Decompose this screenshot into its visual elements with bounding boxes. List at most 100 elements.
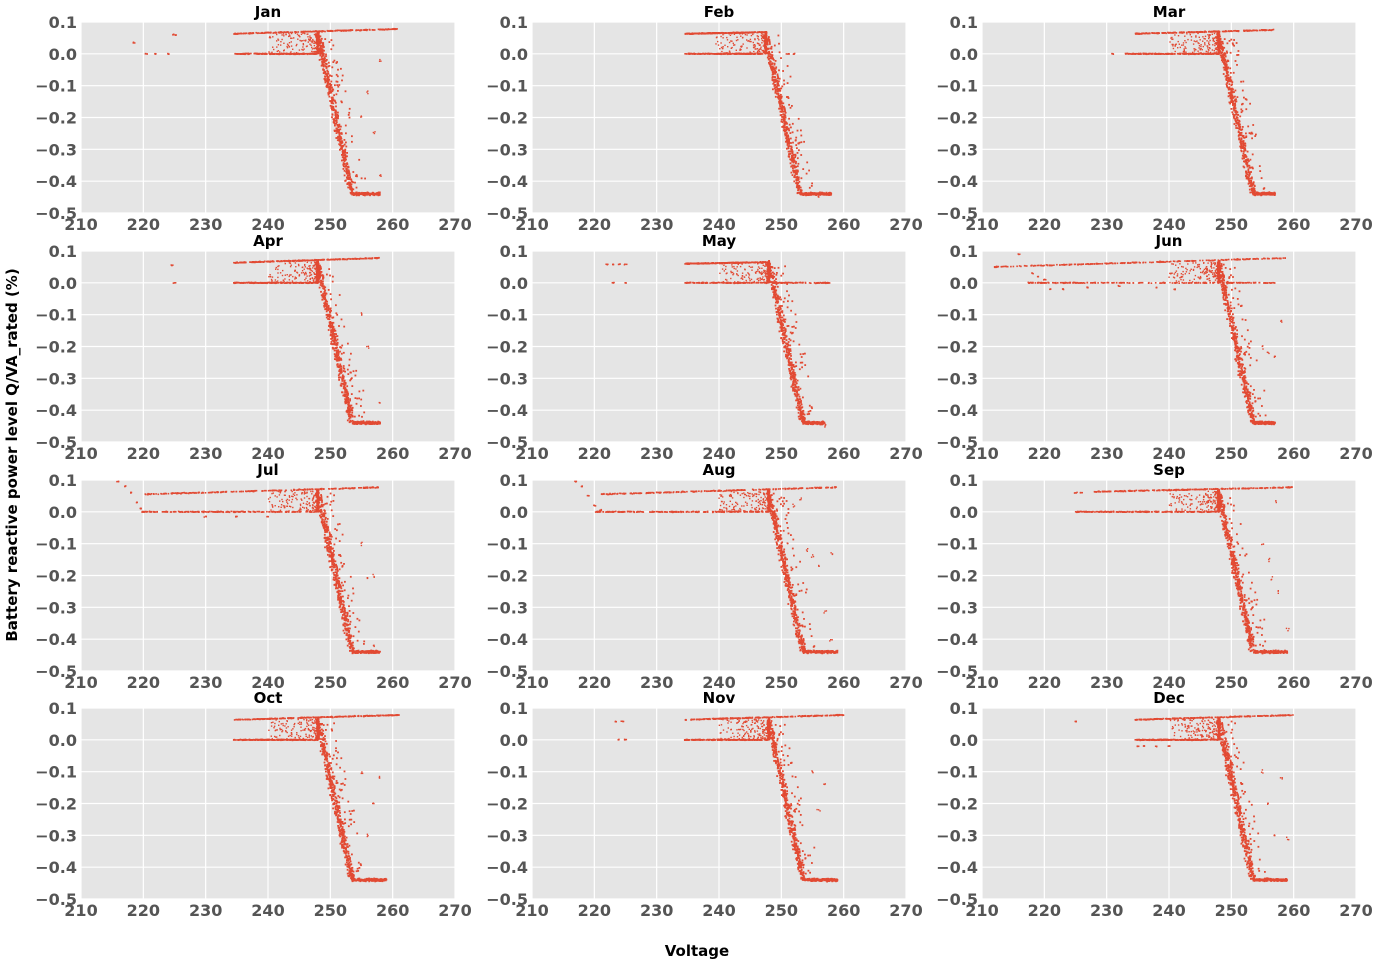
data-point — [758, 31, 760, 33]
data-point — [796, 182, 798, 185]
x-tick-label: 220 — [1028, 215, 1061, 234]
data-point — [334, 113, 337, 115]
data-point — [777, 90, 780, 92]
data-point — [1245, 108, 1248, 111]
data-point — [1239, 132, 1241, 134]
data-point — [304, 40, 307, 42]
data-point — [283, 35, 285, 37]
data-point — [275, 266, 277, 269]
data-point — [307, 282, 310, 284]
data-point — [1207, 51, 1209, 53]
data-point — [1242, 140, 1245, 142]
data-point — [1140, 33, 1142, 35]
data-point — [349, 178, 351, 181]
data-point — [785, 140, 787, 143]
data-point — [1126, 52, 1128, 55]
y-tick-label: −0.4 — [35, 401, 77, 420]
data-point — [351, 180, 353, 183]
data-point — [1213, 40, 1216, 43]
data-point — [337, 68, 339, 71]
data-point — [325, 63, 328, 65]
data-point — [315, 37, 318, 40]
data-point — [340, 136, 342, 139]
data-point — [343, 163, 346, 166]
data-point — [1144, 32, 1146, 35]
data-point — [736, 52, 738, 55]
data-point — [382, 29, 384, 31]
data-point — [363, 29, 365, 31]
data-point — [793, 169, 796, 172]
data-point — [1185, 52, 1187, 55]
data-point — [1240, 80, 1242, 83]
data-point — [703, 33, 705, 35]
data-point — [1227, 92, 1230, 94]
data-point — [322, 72, 325, 74]
data-point — [1239, 134, 1242, 137]
data-point — [333, 94, 335, 97]
data-point — [1230, 101, 1233, 103]
data-point — [379, 174, 381, 177]
data-point — [761, 36, 764, 39]
data-point — [786, 96, 788, 98]
data-point — [1251, 189, 1253, 191]
data-point — [749, 53, 752, 55]
data-point — [1215, 43, 1218, 46]
data-point — [321, 48, 324, 51]
data-point — [756, 48, 759, 50]
data-point — [351, 188, 354, 191]
data-point — [1165, 32, 1167, 35]
data-point — [777, 93, 780, 95]
y-tick-label: −0.1 — [936, 77, 978, 96]
data-point — [740, 45, 742, 48]
data-point — [721, 50, 723, 53]
data-point — [343, 169, 346, 172]
data-point — [1212, 39, 1215, 41]
data-point — [776, 84, 779, 87]
data-point — [788, 141, 791, 144]
data-point — [754, 44, 756, 46]
data-point — [341, 148, 343, 150]
data-point — [769, 56, 772, 58]
data-point — [327, 93, 330, 96]
data-point — [295, 260, 298, 262]
data-point — [235, 53, 237, 55]
data-point — [1185, 31, 1188, 34]
data-point — [735, 49, 737, 51]
data-point — [767, 58, 770, 61]
data-point — [750, 40, 752, 43]
data-point — [1239, 126, 1242, 128]
data-point — [1200, 52, 1202, 54]
data-point — [1226, 60, 1228, 63]
x-tick-label: 270 — [438, 215, 471, 234]
data-point — [342, 158, 345, 161]
data-point — [324, 38, 327, 40]
data-point — [758, 44, 761, 46]
data-point — [348, 116, 351, 119]
data-point — [1200, 47, 1202, 50]
data-point — [786, 141, 789, 143]
data-point — [1195, 49, 1197, 51]
data-point — [327, 259, 329, 261]
data-point — [1228, 87, 1231, 90]
data-point — [1156, 32, 1159, 35]
data-point — [800, 177, 803, 180]
data-point — [778, 101, 780, 103]
data-point — [730, 53, 732, 55]
data-point — [336, 258, 338, 260]
data-point — [1207, 34, 1209, 36]
data-point — [279, 281, 281, 284]
data-point — [780, 87, 783, 90]
data-point — [776, 87, 779, 90]
data-point — [1197, 32, 1199, 35]
data-point — [253, 261, 255, 263]
data-point — [684, 53, 686, 55]
data-point — [325, 67, 328, 69]
data-point — [731, 33, 733, 35]
data-point — [1217, 39, 1219, 42]
data-point — [1226, 30, 1228, 33]
data-point — [282, 31, 284, 34]
data-point — [1178, 43, 1180, 45]
data-point — [792, 141, 794, 144]
data-point — [1234, 102, 1236, 105]
data-point — [319, 40, 322, 43]
